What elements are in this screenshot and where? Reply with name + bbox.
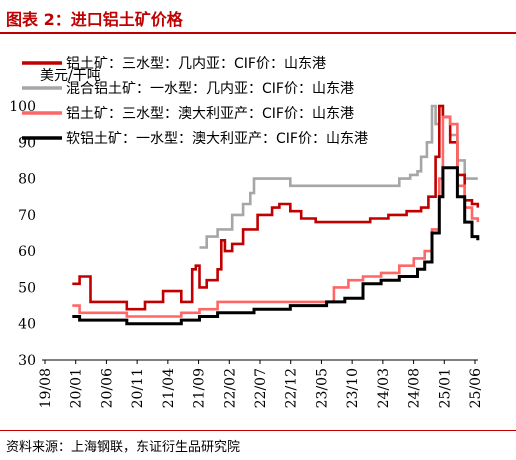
series-line-4	[72, 166, 480, 326]
series-line-1	[72, 104, 480, 311]
x-tick-label: 22/07	[253, 368, 269, 408]
y-tick-label: 100	[9, 99, 36, 115]
x-tick-label: 24/08	[407, 368, 423, 408]
x-tick-label: 23/05	[314, 368, 330, 408]
y-tick-label: 70	[18, 208, 36, 224]
series-lines	[72, 104, 480, 326]
y-tick-label: 40	[18, 317, 36, 333]
y-tick-label: 50	[18, 280, 36, 296]
y-axis-label: 美元/干吨	[40, 68, 101, 84]
x-axis-ticks: 19/08 20/01 20/06 20/11 21/04 21/09 22/02 22/07…	[38, 360, 484, 408]
legend-label-3: 铝土矿：三水型：澳大利亚产：CIF价：山东港	[66, 106, 354, 122]
x-tick-label: 25/01	[437, 368, 453, 408]
title-divider	[0, 32, 516, 34]
x-tick-label: 20/01	[69, 368, 85, 408]
legend-label-2: 混合铝土矿：一水型：几内亚：CIF价：山东港	[66, 81, 354, 97]
footer-divider	[0, 430, 516, 431]
x-tick-label: 20/06	[99, 368, 115, 408]
x-tick-label: 20/11	[130, 368, 146, 408]
legend-label-1: 铝土矿：三水型：几内亚：CIF价：山东港	[66, 56, 326, 72]
x-tick-label: 21/09	[192, 368, 208, 408]
x-tick-label: 23/10	[345, 368, 361, 408]
legend: 铝土矿：三水型：几内亚：CIF价：山东港混合铝土矿：一水型：几内亚：CIF价：山…	[22, 56, 368, 147]
x-tick-label: 19/08	[38, 368, 54, 408]
series-line-3	[72, 115, 480, 318]
x-tick-label: 21/04	[161, 368, 177, 408]
y-tick-label: 30	[18, 353, 36, 369]
source-note: 资料来源：上海钢联，东证衍生品研究院	[6, 440, 241, 455]
chart-title: 图表 2：进口铝土矿价格	[6, 10, 183, 29]
y-tick-label: 60	[18, 244, 36, 260]
x-tick-label: 24/03	[376, 368, 392, 408]
x-tick-label: 22/02	[222, 368, 238, 408]
legend-label-4: 软铝土矿：一水型：澳大利亚产：CIF价：山东港	[66, 131, 368, 147]
x-tick-label: 25/06	[468, 368, 484, 408]
x-tick-label: 22/12	[284, 368, 300, 408]
y-tick-label: 80	[18, 172, 36, 188]
